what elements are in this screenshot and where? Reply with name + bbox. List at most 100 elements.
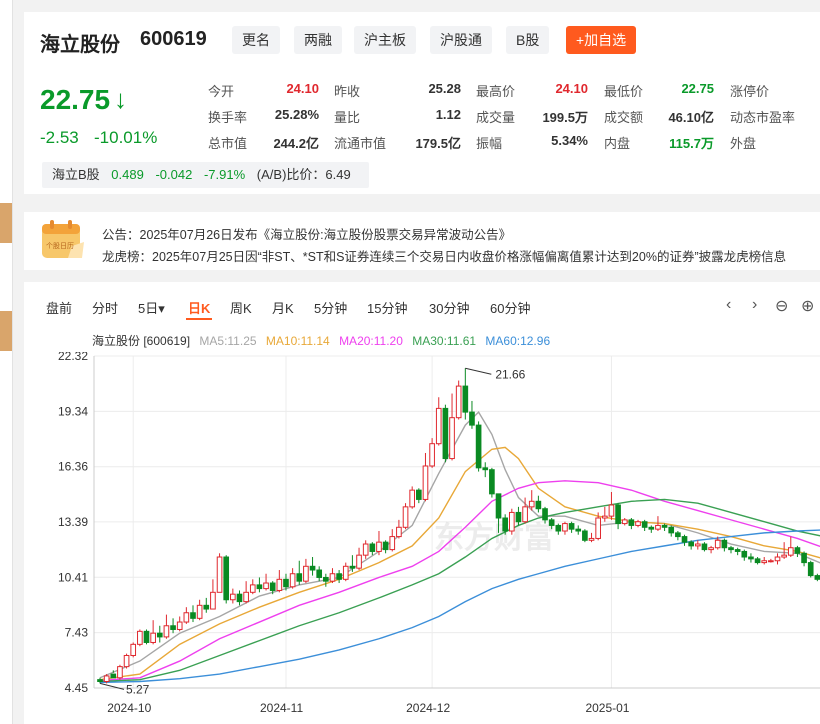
candle-body: [203, 604, 210, 610]
add-watchlist-button[interactable]: +加自选: [566, 26, 637, 54]
ma-legend: 海立股份 [600619] MA5:11.25 MA10:11.14 MA20:…: [92, 332, 556, 349]
candle-body: [734, 549, 741, 552]
quote-value: 24.10: [286, 81, 319, 96]
candle-body: [781, 554, 787, 558]
candle-body: [402, 506, 409, 528]
candle-body: [356, 554, 362, 569]
tab-15min[interactable]: 15分钟: [367, 301, 408, 316]
candle-body: [276, 578, 283, 591]
candle-body: [568, 523, 575, 530]
kline-chart[interactable]: 22.32 19.34 16.36 13.39 10.41 7.43 4.45 2024-10…: [24, 352, 820, 724]
b-share-price: 0.489: [111, 167, 144, 182]
quote-value: 179.5亿: [415, 136, 461, 151]
quote-label: 内盘: [604, 136, 631, 151]
price-change: -2.53: [40, 128, 79, 147]
quote-label: 动态市盈率: [730, 110, 796, 125]
candle-body: [482, 467, 489, 471]
quote-value: 5.34%: [551, 133, 588, 148]
candle-body: [176, 621, 183, 630]
candle-body: [694, 543, 701, 547]
candle-body: [535, 500, 542, 510]
candle-body: [389, 536, 396, 551]
chevron-left-icon[interactable]: ‹: [726, 296, 732, 313]
candle-body: [814, 575, 820, 580]
candle-body: [681, 536, 688, 543]
quote-value: 22.75: [681, 81, 714, 96]
tag-b-share[interactable]: B股: [506, 26, 550, 54]
quote-label: 换手率: [208, 110, 248, 125]
price-change-pct: -10.01%: [94, 128, 158, 147]
b-share-bar[interactable]: 海立B股 0.489 -0.042 -7.91% (A/B)比价：6.49: [42, 162, 369, 188]
candle-body: [369, 543, 376, 552]
candle-body: [495, 493, 502, 519]
y-tick-label: 22.32: [58, 352, 88, 363]
candle-body: [621, 519, 628, 525]
candle-body: [508, 511, 515, 532]
candle-body: [801, 552, 807, 564]
left-sidebar-strip: [0, 0, 13, 724]
tab-monthly-k[interactable]: 月K: [272, 301, 294, 316]
candle-body: [489, 469, 495, 495]
sidebar-tab-top[interactable]: [0, 203, 12, 243]
tab-daily-k[interactable]: 日K: [188, 301, 211, 316]
tab-intraday[interactable]: 分时: [92, 301, 119, 316]
candle-body: [170, 625, 176, 630]
candle-body: [283, 578, 289, 588]
ma-line-ma10: [99, 446, 820, 681]
tag-main-board[interactable]: 沪主板: [354, 26, 416, 54]
calendar-icon[interactable]: 个股日历: [38, 218, 88, 262]
calendar-icon-label: 个股日历: [46, 242, 74, 250]
candle-body: [110, 673, 117, 679]
announcement-link[interactable]: 公告：2025年07月26日发布《海立股份:海立股份股票交易异常波动公告》: [102, 228, 512, 242]
tab-weekly-k[interactable]: 周K: [230, 301, 252, 316]
tab-5min[interactable]: 5分钟: [314, 301, 348, 316]
candle-body: [435, 407, 442, 445]
candle-body: [701, 543, 708, 551]
candle-body: [741, 550, 748, 558]
y-tick-label: 13.39: [58, 515, 88, 529]
candle-body: [774, 556, 781, 562]
candle-body: [329, 573, 336, 582]
candle-body: [588, 537, 595, 541]
tab-30min[interactable]: 30分钟: [429, 301, 470, 316]
candle-body: [409, 489, 416, 508]
candle-body: [595, 517, 601, 539]
quote-value: 244.2亿: [273, 136, 319, 151]
candle-body: [336, 573, 342, 580]
chevron-right-icon[interactable]: ›: [752, 296, 758, 313]
candle-body: [156, 632, 163, 638]
dragon-tiger-link[interactable]: 龙虎榜：2025年07月25日因“非ST、*ST和S证券连续三个交易日内收盘价格…: [102, 250, 787, 264]
ma-legend-ma10: MA10:11.14: [265, 334, 330, 348]
candle-body: [502, 517, 508, 532]
candle-body: [183, 612, 190, 623]
candle-body: [442, 407, 449, 460]
tab-5day[interactable]: 5日▾: [138, 301, 165, 316]
candle-body: [289, 573, 296, 588]
candle-body: [528, 500, 535, 508]
tag-stock-connect[interactable]: 沪股通: [430, 26, 492, 54]
tab-60min[interactable]: 60分钟: [490, 301, 531, 316]
candle-body: [190, 612, 196, 619]
tag-margin[interactable]: 两融: [294, 26, 342, 54]
candle-body: [137, 630, 143, 645]
candle-body: [608, 504, 615, 517]
zoom-out-icon[interactable]: ⊖: [775, 298, 789, 315]
candle-body: [668, 526, 675, 534]
candle-body: [196, 604, 203, 619]
b-share-pct: -7.91%: [203, 167, 246, 182]
min-pointer: [99, 682, 125, 690]
candle-body: [628, 519, 635, 526]
candle-body: [103, 675, 110, 682]
tag-rename[interactable]: 更名: [232, 26, 280, 54]
candle-body: [263, 582, 269, 590]
zoom-in-icon[interactable]: ⊕: [801, 298, 815, 315]
b-share-name: 海立B股: [52, 167, 100, 182]
quote-label: 今开: [208, 84, 235, 99]
y-tick-label: 16.36: [58, 460, 88, 474]
sidebar-tab-bottom[interactable]: [0, 311, 12, 351]
candle-body: [449, 417, 455, 460]
tab-premarket[interactable]: 盘前: [46, 301, 73, 316]
candle-body: [123, 654, 130, 668]
candle-body: [416, 489, 422, 500]
candle-body: [97, 679, 103, 682]
